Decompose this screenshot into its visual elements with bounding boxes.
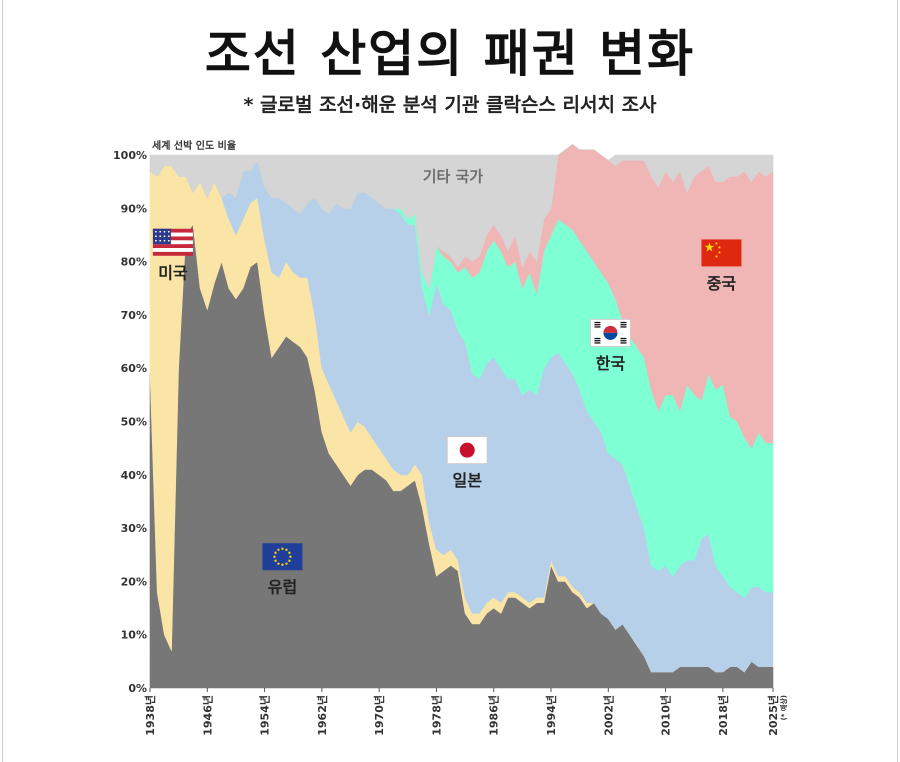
y-tick-label: 0% — [128, 682, 147, 695]
x-tick-label: 1962년 — [315, 695, 329, 736]
annotation-유럽: 유럽 — [262, 543, 303, 597]
y-tick-label: 90% — [121, 202, 147, 215]
x-tick-label: 1938년 — [143, 695, 157, 736]
page-title: 조선 산업의 패권 변화 — [204, 25, 696, 83]
annotation-미국: 미국 — [152, 228, 193, 282]
x-tick-label: 2018년 — [716, 695, 730, 736]
flag-kr-icon — [589, 318, 631, 347]
country-label: 일본 — [453, 471, 483, 490]
x-tick-label: 2025년 — [766, 695, 780, 736]
annotation-중국: 중국 — [701, 239, 742, 293]
country-label: 기타 국가 — [423, 168, 484, 186]
y-tick-label: 100% — [113, 149, 147, 162]
x-tick-label: 1994년 — [544, 695, 558, 736]
y-tick-label: 30% — [121, 522, 147, 535]
flag-eu-icon — [262, 543, 303, 571]
flag-jp-icon — [446, 436, 488, 465]
flag-us-icon — [152, 228, 193, 256]
annotation-한국: 한국 — [589, 318, 631, 373]
country-label: 중국 — [707, 274, 737, 293]
annotation-기타 국가: 기타 국가 — [423, 168, 484, 186]
area-layers — [149, 143, 774, 689]
x-tick-label: 1946년 — [200, 695, 214, 736]
annotation-일본: 일본 — [446, 436, 488, 490]
y-tick-label: 80% — [121, 256, 147, 269]
x-tick-label: 2010년 — [659, 695, 673, 736]
country-label: 한국 — [596, 354, 626, 373]
y-tick-label: 60% — [121, 362, 147, 375]
x-tick-label: 2002년 — [601, 695, 615, 736]
frame-left-border — [2, 0, 3, 762]
y-tick-label: 20% — [121, 575, 147, 588]
x-tick-label: 1970년 — [372, 695, 386, 736]
flag-cn-icon — [701, 239, 742, 267]
y-axis-ticks: 0% 10% 20% 30% 40% 50% 60% 70% 80% 90% 100% — [113, 149, 147, 695]
page-subtitle: * 글로벌 조선·해운 분석 기관 클락슨스 리서치 조사 — [243, 94, 657, 116]
x-tick-note: (* 예상) — [779, 695, 788, 720]
country-label: 유럽 — [268, 578, 297, 597]
x-tick-label: 1954년 — [258, 695, 272, 736]
y-tick-label: 70% — [121, 309, 147, 322]
area-기타 국가 — [149, 143, 774, 290]
y-tick-label: 10% — [121, 629, 147, 642]
frame-right-border — [897, 0, 898, 762]
y-tick-label: 50% — [121, 416, 147, 429]
y-tick-label: 40% — [121, 469, 147, 482]
x-tick-label: 1986년 — [487, 695, 501, 736]
country-label: 미국 — [158, 263, 188, 282]
x-tick-label: 1978년 — [429, 695, 443, 736]
y-axis-label: 세계 선박 인도 비율 — [152, 139, 236, 152]
x-axis-ticks: 1938년 1946년 1954년 1962년 1970년 1978년 1986년 1994년… — [143, 688, 788, 736]
